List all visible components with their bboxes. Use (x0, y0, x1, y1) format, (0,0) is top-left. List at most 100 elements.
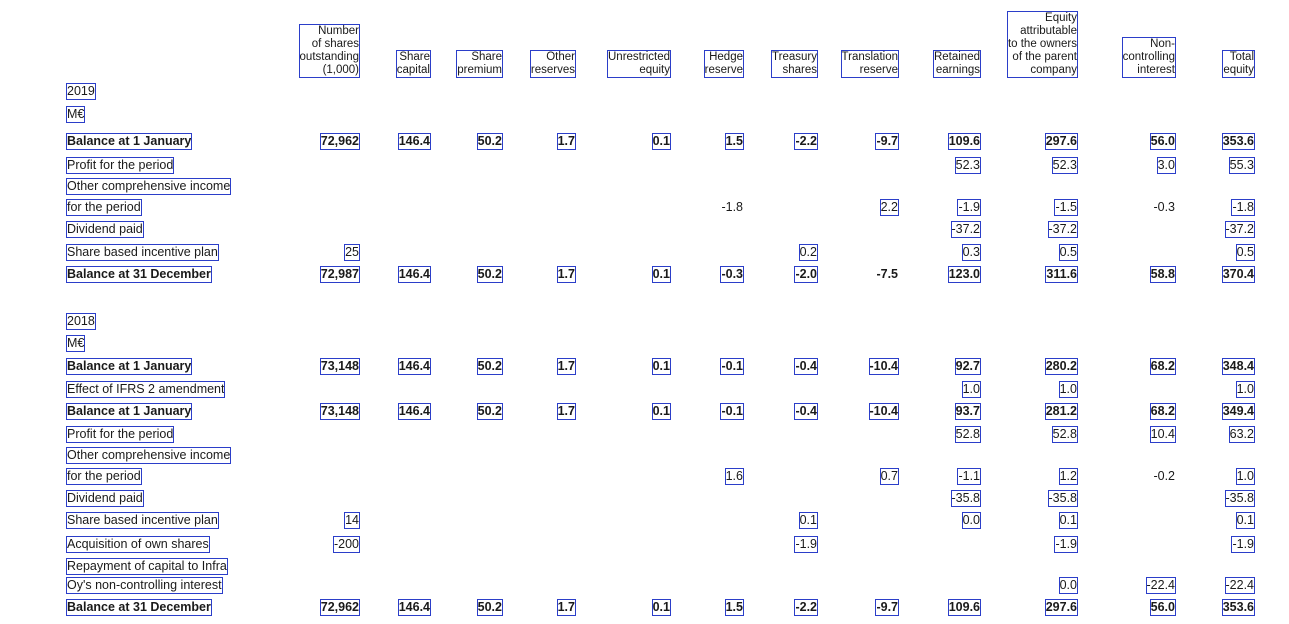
table-cell: -37.2 (950, 221, 981, 238)
table-cell: 109.6 (947, 133, 982, 150)
table-cell: -1.1 (957, 468, 981, 485)
column-header-line: reserves (530, 64, 575, 76)
row-label: Share based incentive plan (66, 244, 219, 261)
row-label: for the period (66, 468, 142, 485)
table-cell: -200 (332, 536, 361, 553)
table-cell: -0.1 (720, 358, 744, 375)
column-header: Non-controlling interest (1121, 37, 1177, 78)
table-cell: -35.8 (950, 490, 981, 507)
column-header: Share capital (395, 50, 432, 78)
table-cell: 0.1 (651, 358, 672, 375)
table-cell: 0.1 (1058, 512, 1079, 529)
table-cell: 55.3 (1228, 157, 1256, 174)
table-cell: 0.2 (798, 244, 819, 261)
table-cell: 146.4 (397, 133, 432, 150)
row-label: Balance at 1 January (65, 358, 193, 375)
table-cell: 72,962 (319, 133, 361, 150)
table-cell: 1.0 (1235, 381, 1256, 398)
column-header: Translation reserve (840, 50, 900, 78)
table-cell: -1.5 (1054, 199, 1078, 216)
table-cell: 72,962 (319, 599, 361, 616)
table-cell: 0.7 (879, 468, 900, 485)
column-header-line: company (1030, 64, 1077, 76)
column-header: Retained earnings (932, 50, 982, 78)
table-cell: 1.0 (1235, 468, 1256, 485)
row-label: Dividend paid (66, 490, 144, 507)
table-cell: 281.2 (1044, 403, 1079, 420)
row-label: Other comprehensive income (65, 447, 232, 464)
table-cell: 1.7 (556, 403, 577, 420)
table-cell: 1.0 (961, 381, 982, 398)
column-header-line: Treasury (772, 51, 817, 63)
column-header-line: outstanding (299, 51, 359, 63)
section-unit: M€ (65, 335, 86, 352)
table-cell: 52.3 (1051, 157, 1079, 174)
column-header: Treasury shares (771, 50, 818, 78)
column-header-line: Share (399, 51, 430, 63)
row-label: Balance at 31 December (66, 266, 212, 283)
column-header-line: Hedge (709, 51, 743, 63)
table-cell: 353.6 (1221, 599, 1256, 616)
column-header-line: Retained (933, 51, 980, 63)
row-label: Dividend paid (66, 221, 144, 238)
row-label: Balance at 1 January (65, 133, 193, 150)
table-cell: -0.4 (794, 403, 818, 420)
column-header: Share premium (456, 50, 503, 78)
row-label: Balance at 31 December (66, 599, 212, 616)
table-cell: 25 (344, 244, 360, 261)
table-cell: 0.0 (1058, 577, 1079, 594)
table-cell: 56.0 (1149, 599, 1177, 616)
table-cell: 0.0 (961, 512, 982, 529)
table-cell: -0.1 (720, 403, 744, 420)
table-cell: 73,148 (319, 403, 361, 420)
column-header: Unrestricted equity (607, 50, 671, 78)
table-cell: 73,148 (319, 358, 361, 375)
table-cell: 123.0 (947, 266, 982, 283)
column-header: Total equity (1222, 50, 1255, 78)
table-cell: 146.4 (397, 358, 432, 375)
table-cell: 0.1 (651, 133, 672, 150)
table-cell: -0.3 (1153, 200, 1175, 214)
table-cell: 93.7 (954, 403, 982, 420)
table-cell: 68.2 (1149, 403, 1177, 420)
table-cell: 0.1 (651, 599, 672, 616)
column-header-line: interest (1137, 64, 1175, 76)
table-cell: -35.8 (1224, 490, 1255, 507)
table-cell: 0.3 (961, 244, 982, 261)
section-year: 2019 (66, 83, 96, 100)
table-cell: -1.8 (721, 200, 743, 214)
table-cell: 0.1 (798, 512, 819, 529)
table-cell: 52.8 (1051, 426, 1079, 443)
table-cell: 1.0 (1058, 381, 1079, 398)
table-cell: 2.2 (879, 199, 900, 216)
row-label: Profit for the period (65, 426, 175, 443)
section-year: 2018 (66, 313, 96, 330)
table-cell: -0.4 (794, 358, 818, 375)
table-cell: 0.5 (1058, 244, 1079, 261)
table-cell: 1.7 (556, 266, 577, 283)
column-header-line: shares (782, 64, 817, 76)
table-cell: -10.4 (868, 358, 899, 375)
table-cell: 311.6 (1045, 266, 1078, 283)
column-header: Other reserves (529, 50, 577, 78)
row-label: Share based incentive plan (66, 512, 219, 529)
column-header-line: of the parent (1012, 51, 1077, 63)
column-header-line: attributable (1020, 25, 1077, 37)
table-cell: 50.2 (476, 266, 504, 283)
table-cell: 353.6 (1221, 133, 1256, 150)
table-cell: 349.4 (1221, 403, 1256, 420)
column-header-line: equity (639, 64, 670, 76)
table-cell: -35.8 (1047, 490, 1078, 507)
table-cell: -10.4 (868, 403, 899, 420)
column-header-line: Other (546, 51, 575, 63)
row-label: Effect of IFRS 2 amendment (65, 381, 226, 398)
table-cell: -22.4 (1145, 577, 1176, 594)
column-header-line: controlling (1122, 51, 1175, 63)
table-cell: -7.5 (876, 267, 898, 281)
table-cell: 3.0 (1156, 157, 1177, 174)
table-cell: -0.3 (720, 266, 744, 283)
table-cell: 50.2 (476, 403, 504, 420)
column-header: Number of shares outstanding (1,000) (298, 24, 361, 78)
table-cell: 50.2 (476, 358, 504, 375)
section-unit: M€ (65, 106, 86, 123)
